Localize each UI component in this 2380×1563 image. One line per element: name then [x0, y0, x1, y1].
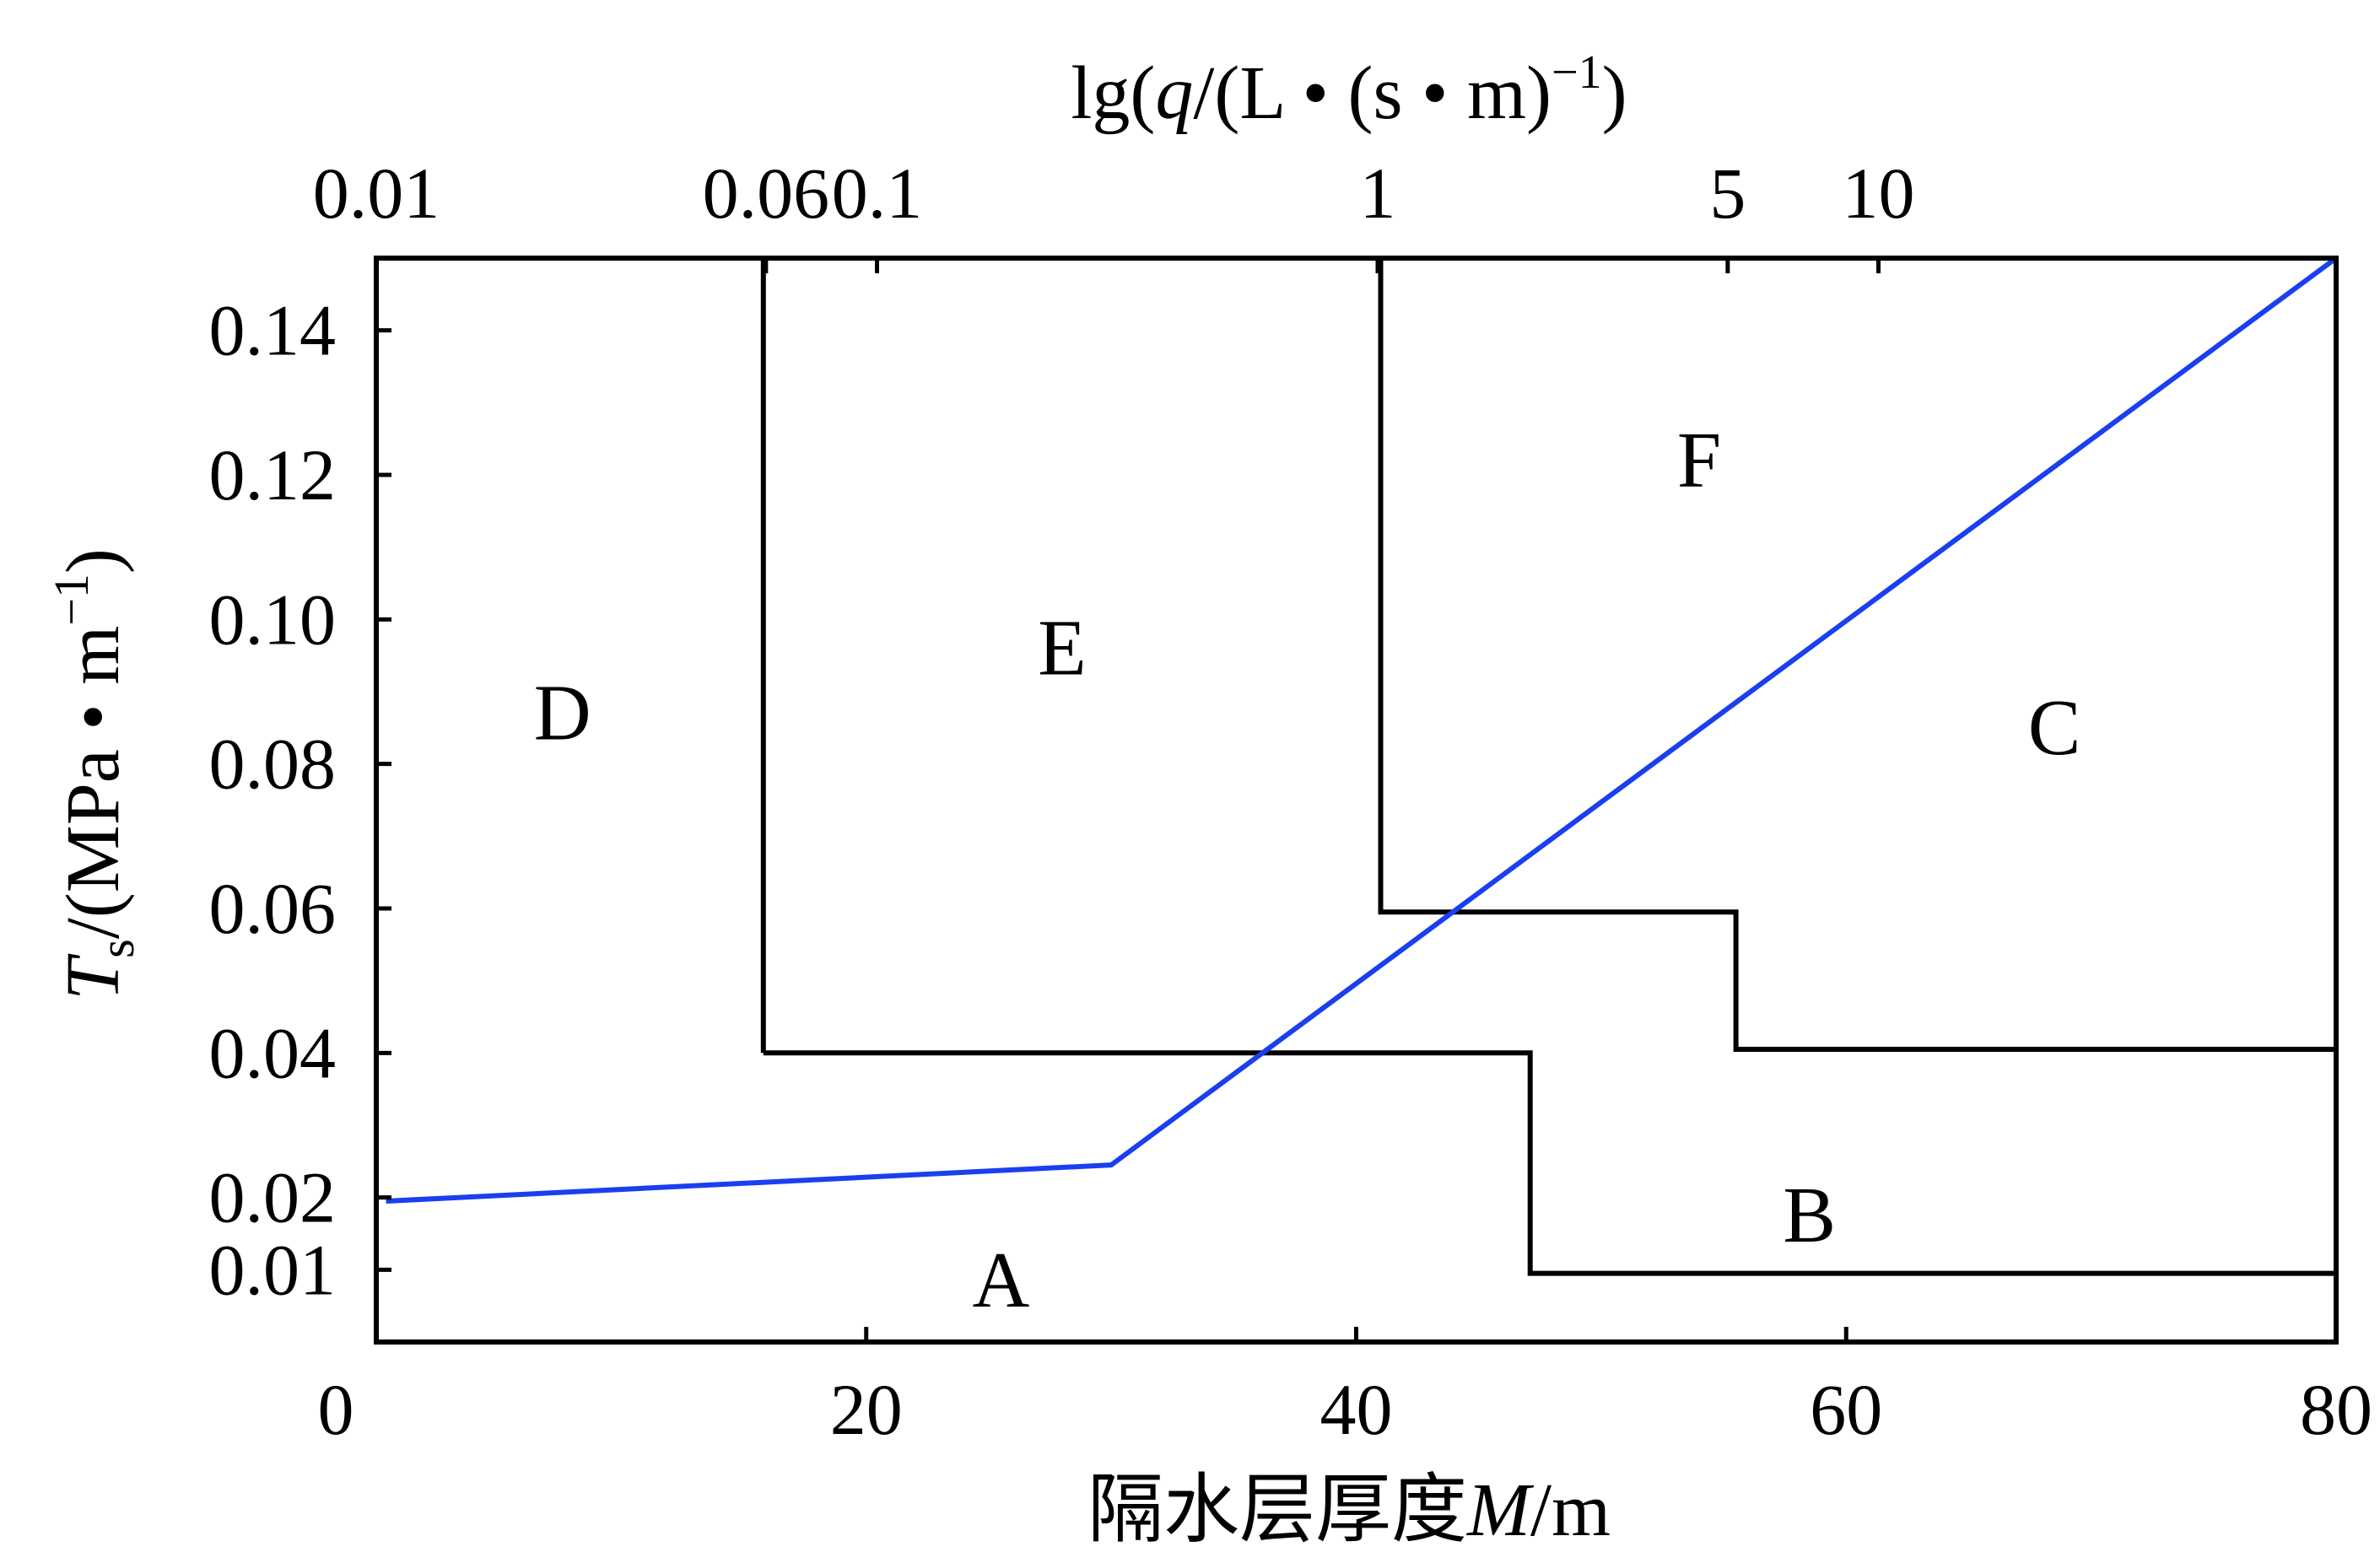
top-axis-title: lg(q/(L • (s • m)−1) [1071, 46, 1627, 135]
bottom-axis-title-symbol: M [1465, 1469, 1535, 1552]
y-tick-label: 0.12 [209, 434, 337, 515]
bottom-x-axis: 0 20 40 60 80 [318, 1327, 2372, 1450]
top-x-axis: 0.01 0.06 0.1 1 5 10 [313, 153, 1915, 273]
region-label-a: A [973, 1237, 1030, 1324]
y-axis-title-part: ) [51, 548, 135, 574]
y-tick-label: 0.06 [209, 868, 337, 949]
region-label-f: F [1677, 417, 1721, 504]
x-tick-label: 20 [830, 1369, 903, 1450]
x-tick-label: 0 [318, 1369, 354, 1450]
top-tick-label: 10 [1843, 153, 1915, 234]
top-tick-label: 0.01 [313, 153, 440, 234]
top-tick-label: 0.06 [703, 153, 830, 234]
x-tick-label: 60 [1810, 1369, 1882, 1450]
bottom-axis-title-unit: /m [1530, 1469, 1611, 1552]
x-tick-label: 40 [1320, 1369, 1393, 1450]
y-tick-label: 0.14 [209, 290, 337, 371]
y-tick-label: 0.08 [209, 724, 337, 805]
top-axis-title-part: /(L • (s • m) [1193, 51, 1552, 135]
y-axis: 0.010.02 0.04 0.06 0.08 0.10 0.12 0.14 [209, 290, 391, 1310]
x-tick-label: 80 [2300, 1369, 2372, 1450]
region-boundaries [760, 258, 2336, 1276]
boundary-lower-step [763, 1050, 2336, 1276]
series-line [386, 256, 2338, 1204]
bottom-axis-title: 隔水层厚度M/m [1087, 1469, 1611, 1552]
top-axis-title-symbol: q [1155, 51, 1193, 135]
y-tick-label: 0.04 [209, 1012, 337, 1093]
region-label-e: E [1038, 605, 1086, 693]
y-axis-title: Ts/(MPa • m−1) [44, 548, 144, 1000]
top-tick-label: 5 [1709, 153, 1746, 234]
top-axis-title-superscript: −1 [1552, 46, 1602, 99]
series-layer [386, 256, 2338, 1204]
y-axis-title-superscript: −1 [44, 574, 99, 626]
region-labels: A B C D E F [534, 417, 2081, 1324]
boundary-upper-step [1378, 258, 2336, 1052]
bottom-axis-title-text: 隔水层厚度 [1087, 1469, 1467, 1552]
top-axis-title-part: lg( [1071, 51, 1155, 135]
region-label-d: D [534, 670, 591, 757]
y-tick-label: 0.02 [209, 1157, 337, 1238]
y-tick-label: 0.01 [209, 1229, 337, 1310]
top-tick-label: 1 [1360, 153, 1396, 234]
top-tick-label: 0.1 [832, 153, 923, 234]
region-label-c: C [2028, 684, 2081, 772]
region-label-b: B [1783, 1172, 1836, 1259]
y-axis-title-subscript: s [89, 939, 144, 958]
y-axis-title-symbol: T [51, 953, 135, 1000]
y-tick-label: 0.10 [209, 579, 337, 660]
y-axis-title-part: /(MPa • m [51, 626, 135, 940]
top-axis-title-part: ) [1602, 51, 1627, 135]
